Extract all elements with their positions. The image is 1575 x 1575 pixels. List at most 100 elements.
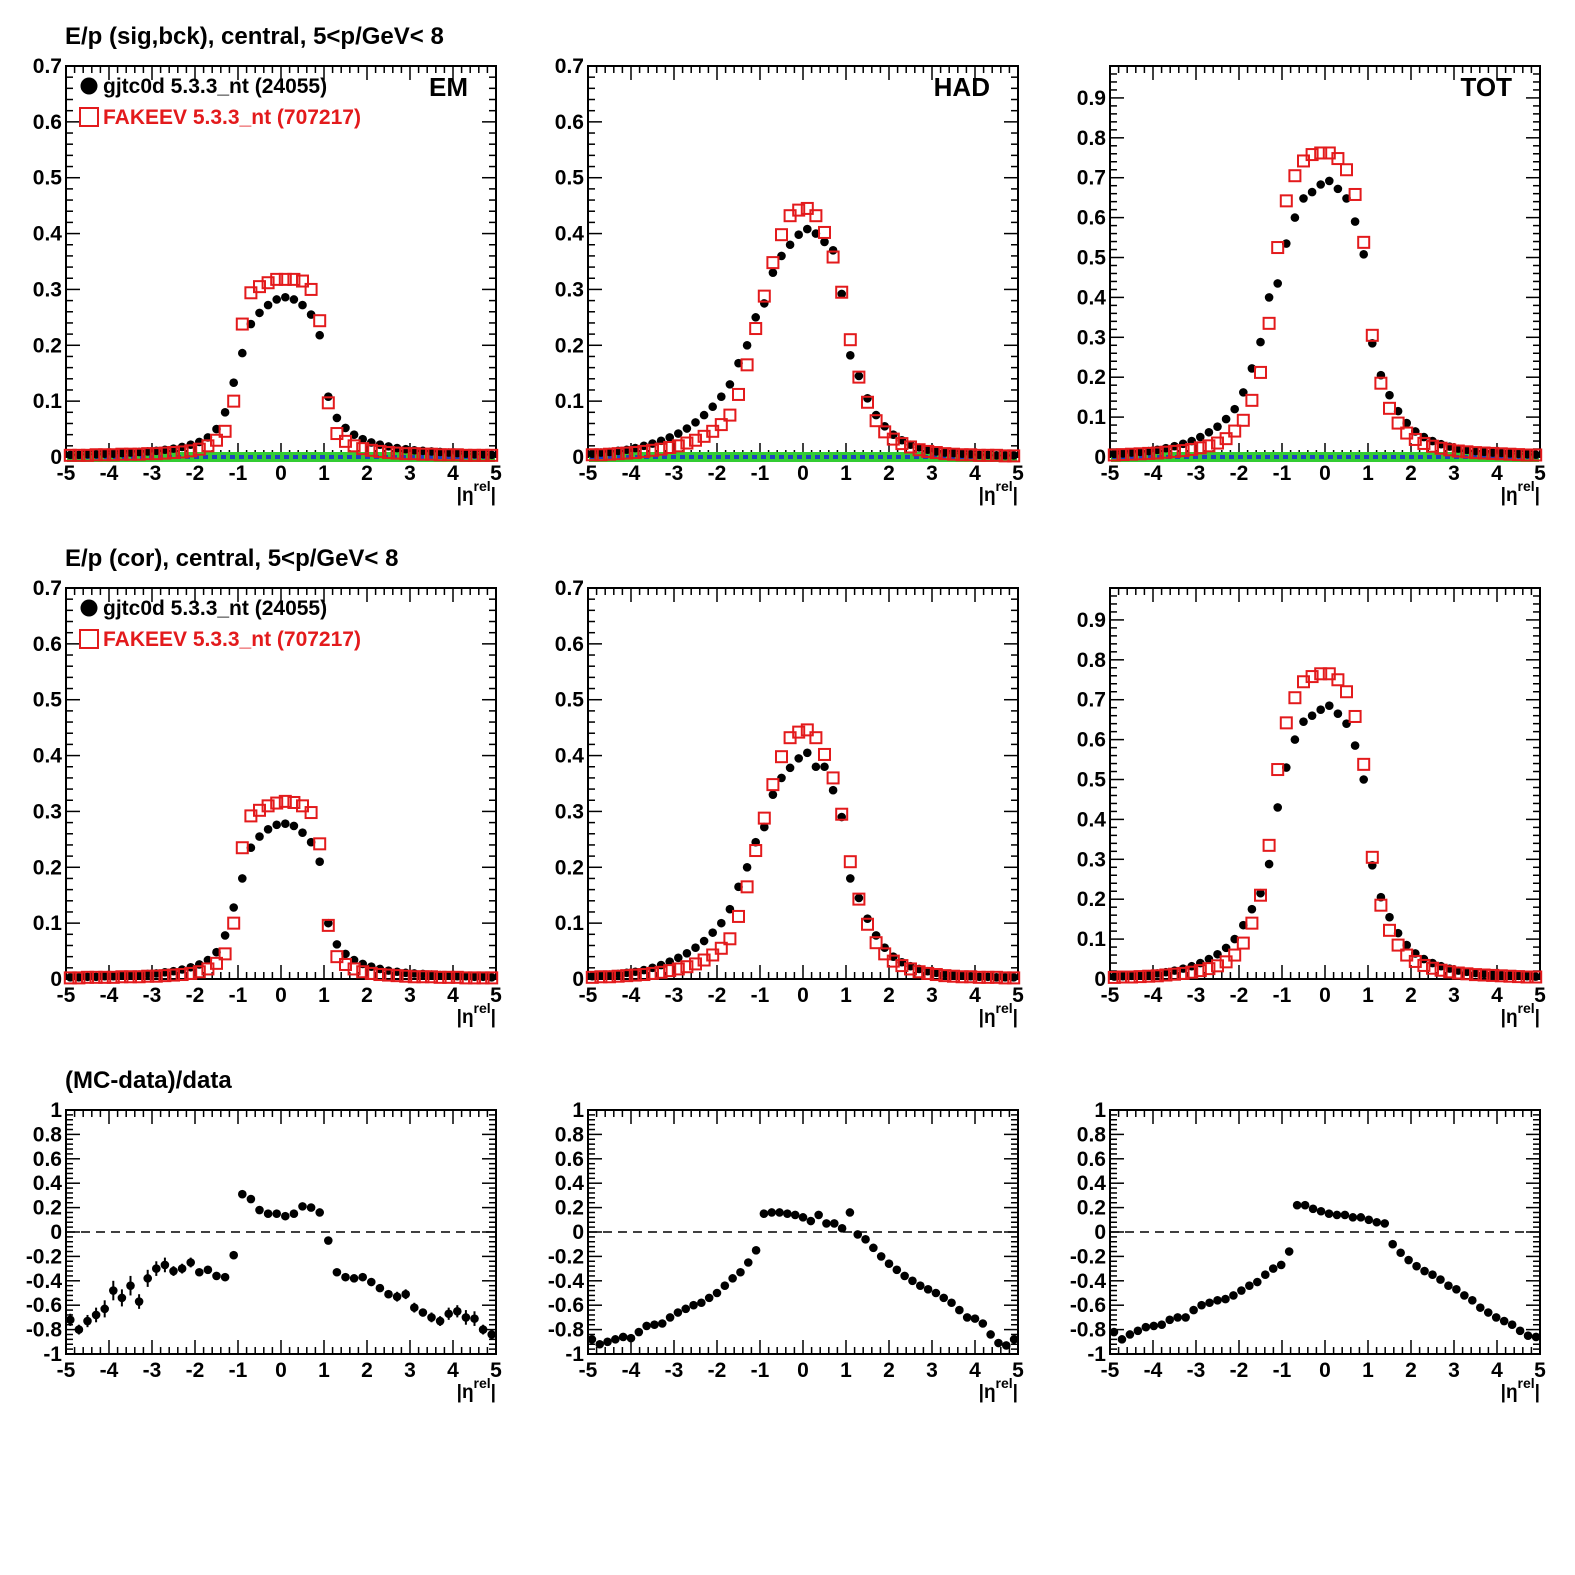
x-tick-label: -2 [708,462,727,485]
mc-point [1348,187,1362,201]
x-tick-label: 1 [840,1359,852,1382]
mc-point [433,448,447,462]
x-tick-label: -5 [1101,984,1120,1007]
y-tick-label: 0.7 [1077,689,1106,712]
data-point [358,1272,368,1282]
mc-point [1271,241,1285,255]
mc-point [468,448,481,462]
mc-point [141,447,155,461]
data-point [91,1310,101,1320]
mc-point [1512,970,1525,984]
y-tick-label: -0.8 [1070,1319,1107,1342]
mc-point [904,962,917,976]
mc-point [809,731,823,745]
mc-point [1383,923,1396,937]
baseline-band-green [1111,452,1539,462]
mc-point [1426,439,1439,453]
x-tick-label: 0 [797,984,809,1007]
data-point [1213,422,1222,431]
x-tick-label: -5 [579,462,598,485]
y-tick-label: -0.2 [1070,1245,1106,1268]
y-tick-label: 0 [572,1221,584,1244]
data-point [863,394,872,403]
legend-label-data: gjtc0d 5.3.3_nt (24055) [103,75,327,98]
x-tick-label: 0 [275,1359,287,1382]
mc-point [1417,958,1431,972]
mc-point [124,970,137,984]
data-point [820,237,829,247]
mc-point [339,434,352,448]
mc-point [1168,967,1181,981]
data-point [1264,859,1274,869]
data-point [229,378,238,388]
data-point [246,1194,256,1204]
mc-point [364,966,378,980]
x-tick-label: 2 [361,462,373,485]
x-axis-label-base: |η [979,1382,996,1403]
mc-point [611,969,625,983]
x-tick-label: -3 [143,1359,162,1382]
data-point [915,1281,925,1290]
mc-point [115,970,129,984]
mc-point [167,446,180,460]
data-point [1333,709,1343,718]
data-point [1213,1296,1222,1305]
mc-point [1211,436,1224,450]
data-point [854,371,864,381]
mc-point [929,968,943,982]
legend-label-mc: FAKEEV 5.3.3_nt (707217) [103,106,361,129]
data-point [435,1316,445,1326]
mc-point [740,880,754,894]
data-point [720,1281,730,1290]
mc-point [373,444,387,458]
mc-point [1107,970,1121,984]
mc-point [723,932,737,946]
data-point [66,1315,75,1325]
x-tick-label: -4 [100,462,119,485]
mc-point [1357,757,1371,771]
mc-point [1408,954,1422,968]
data-point [785,240,795,250]
mc-point [485,448,499,462]
y-tick-label: 1 [1094,1099,1106,1122]
data-point [1229,1291,1238,1300]
data-point [939,1293,949,1303]
data-point [1284,1247,1294,1256]
x-tick-label: -1 [1273,984,1292,1007]
mc-point [175,445,189,459]
data-point [775,1208,784,1217]
legend-marker-mc [79,629,99,649]
y-tick-label: 0 [50,968,62,991]
mc-point [106,970,120,984]
data-point [689,1300,698,1310]
mc-point [955,970,969,984]
mc-point [646,966,659,980]
mc-point [124,447,137,461]
mc-point [1168,444,1181,458]
data-point [289,295,299,304]
mc-point [689,433,702,447]
mc-point [663,964,677,978]
data-point [1507,1320,1517,1330]
y-tick-label: 0.8 [1077,1123,1107,1146]
data-point [1264,293,1274,302]
x-tick-label: -4 [622,1359,641,1382]
mc-point [749,322,763,336]
mc-point [921,444,935,458]
data-point [281,292,290,302]
y-tick-label: -0.4 [1070,1270,1107,1293]
mc-point [843,855,857,869]
mc-point [1426,961,1439,975]
mc-point [1150,446,1164,460]
x-tick-label: -5 [57,462,76,485]
row-title-2: E/p (cor), central, 5<p/GeV< 8 [65,545,398,572]
y-tick-label: 0.3 [555,800,584,823]
x-tick-label: -1 [229,984,248,1007]
mc-point [442,448,456,462]
x-axis-label-sup: rel [996,478,1013,494]
data-point [1316,705,1325,714]
x-axis-label-sup: rel [474,1000,491,1016]
y-tick-label: 1 [50,1099,62,1122]
x-tick-label: -2 [708,1359,727,1382]
mc-point [628,446,642,460]
